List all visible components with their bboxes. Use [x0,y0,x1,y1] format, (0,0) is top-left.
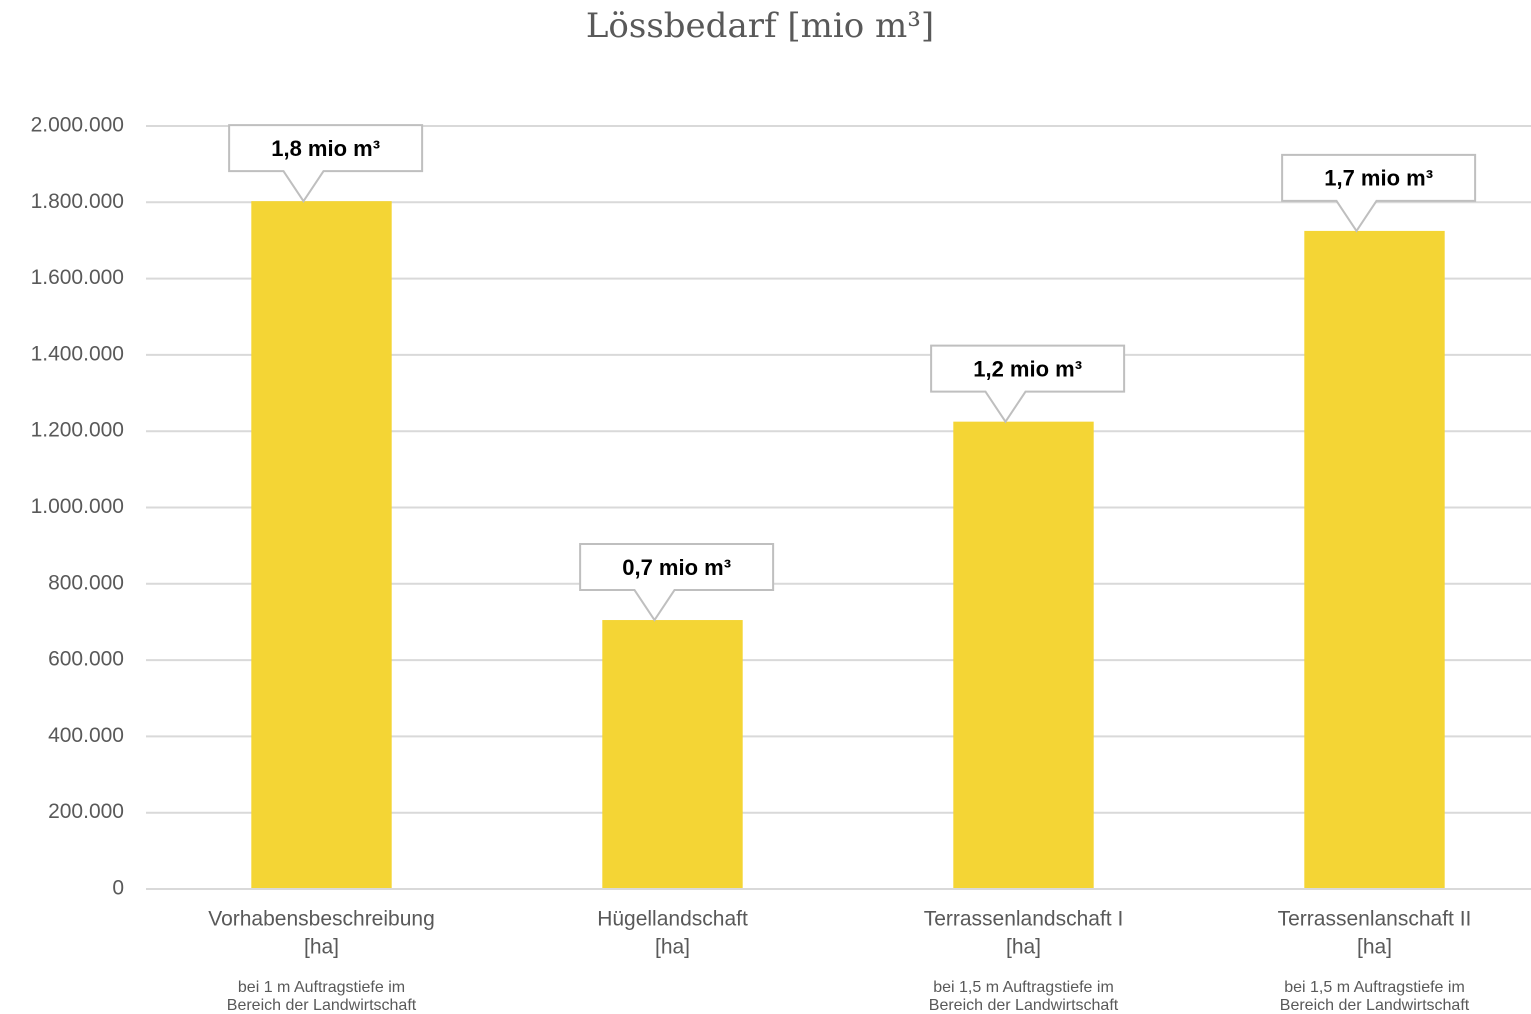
data-label: 1,7 mio m³ [1324,166,1433,191]
y-tick-label: 1.800.000 [31,190,124,213]
x-tick-label: Terrassenlanschaft II [1278,908,1472,931]
category-note: bei 1,5 m Auftragstiefe im [1284,979,1465,996]
x-tick-unit: [ha] [1006,936,1041,959]
y-tick-label: 1.200.000 [31,419,124,442]
y-tick-label: 0 [112,877,124,900]
category-note: bei 1,5 m Auftragstiefe im [933,979,1114,996]
y-tick-label: 1.000.000 [31,495,124,518]
category-note: Bereich der Landwirtschaft [227,997,417,1014]
category-note: Bereich der Landwirtschaft [1280,997,1470,1014]
data-label: 1,8 mio m³ [271,136,380,161]
x-tick-unit: [ha] [655,936,690,959]
x-tick-label: Vorhabensbeschreibung [208,908,435,931]
callout-box [579,543,775,622]
y-tick-label: 600.000 [48,648,124,671]
y-tick-label: 800.000 [48,571,124,594]
x-tick-unit: [ha] [304,936,339,959]
category-note: bei 1 m Auftragstiefe im [238,979,405,996]
y-tick-label: 1.600.000 [31,266,124,289]
data-label: 1,2 mio m³ [973,356,1082,381]
bar [251,201,392,889]
callout-box [930,344,1126,424]
bar [953,421,1094,889]
x-tick-label: Hügellandschaft [597,908,748,931]
x-tick-label: Terrassenlandschaft I [924,908,1124,931]
y-tick-label: 2.000.000 [31,114,124,137]
y-tick-label: 400.000 [48,724,124,747]
bar [602,620,743,889]
callout-box [228,124,424,203]
bar [1304,230,1445,890]
y-tick-label: 1.400.000 [31,342,124,365]
x-tick-unit: [ha] [1357,936,1392,959]
y-tick-label: 200.000 [48,800,124,823]
callout-box [1281,153,1477,233]
category-note: Bereich der Landwirtschaft [929,997,1119,1014]
data-label: 0,7 mio m³ [622,555,731,580]
chart-title: Lössbedarf [mio m³] [586,6,934,46]
